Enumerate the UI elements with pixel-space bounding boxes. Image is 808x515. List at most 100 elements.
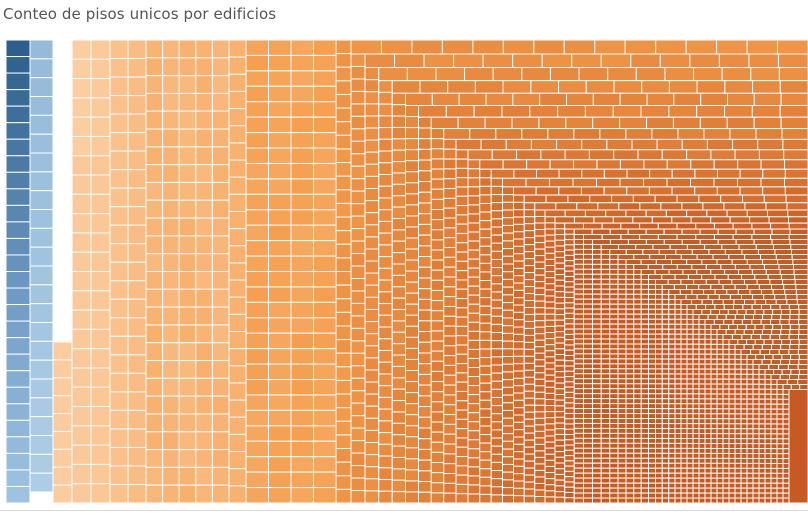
treemap-cell[interactable] [405,259,419,272]
treemap-cell[interactable] [752,378,760,385]
treemap-cell[interactable] [431,92,460,107]
treemap-cell[interactable] [544,283,556,291]
treemap-cell[interactable] [789,339,800,345]
treemap-cell[interactable] [655,413,663,420]
treemap-cell[interactable] [661,284,675,290]
treemap-cell[interactable] [109,132,129,152]
treemap-cell[interactable] [782,482,790,489]
treemap-cell[interactable] [696,105,726,118]
treemap-cell[interactable] [335,475,352,490]
treemap-cell[interactable] [455,363,469,374]
treemap-cell[interactable] [640,477,649,484]
treemap-cell[interactable] [583,268,593,275]
treemap-cell[interactable] [692,378,700,385]
treemap-cell[interactable] [592,413,602,419]
treemap-cell[interactable] [668,423,676,430]
treemap-cell[interactable] [534,385,546,393]
treemap-cell[interactable] [490,218,503,228]
treemap-cell[interactable] [752,433,760,440]
treemap-cell[interactable] [794,274,808,280]
treemap-cell[interactable] [523,411,536,420]
treemap-cell[interactable] [145,146,164,166]
treemap-cell[interactable] [781,324,791,330]
treemap-cell[interactable] [617,303,627,310]
treemap-cell[interactable] [680,457,688,464]
treemap-cell[interactable] [661,398,670,405]
treemap-cell[interactable] [617,308,627,315]
treemap-cell[interactable] [728,438,736,445]
treemap-cell[interactable] [776,472,784,479]
treemap-cell[interactable] [544,350,556,358]
treemap-cell[interactable] [418,170,432,183]
treemap-cell[interactable] [758,472,766,479]
treemap-cell[interactable] [751,304,762,310]
treemap-cell[interactable] [582,222,603,230]
treemap-cell[interactable] [753,239,773,245]
treemap-cell[interactable] [668,457,676,464]
treemap-cell[interactable] [716,413,724,420]
treemap-cell[interactable] [268,101,292,118]
treemap-cell[interactable] [600,249,611,255]
treemap-cell[interactable] [752,368,760,375]
treemap-cell[interactable] [547,128,575,140]
treemap-cell[interactable] [502,371,514,381]
treemap-cell[interactable] [564,333,575,341]
treemap-cell[interactable] [313,39,337,56]
treemap-cell[interactable] [592,492,602,499]
treemap-cell[interactable] [405,358,419,371]
treemap-cell[interactable] [513,421,525,431]
treemap-cell[interactable] [609,298,619,305]
treemap-cell[interactable] [640,328,649,335]
treemap-cell[interactable] [378,138,393,152]
treemap-cell[interactable] [534,437,546,445]
treemap-cell[interactable] [793,269,808,275]
treemap-cell[interactable] [619,116,648,130]
treemap-cell[interactable] [127,58,147,78]
treemap-cell[interactable] [716,353,724,360]
treemap-cell[interactable] [423,53,455,69]
treemap-cell[interactable] [554,388,566,395]
treemap-cell[interactable] [564,381,575,388]
treemap-cell[interactable] [479,245,492,256]
treemap-cell[interactable] [625,293,635,300]
treemap-cell[interactable] [544,435,556,443]
treemap-cell[interactable] [710,418,718,425]
treemap-cell[interactable] [162,110,180,130]
treemap-cell[interactable] [776,384,784,390]
treemap-cell[interactable] [29,340,54,361]
treemap-cell[interactable] [620,234,641,240]
treemap-cell[interactable] [491,149,518,161]
treemap-cell[interactable] [686,318,694,325]
treemap-cell[interactable] [364,236,380,250]
treemap-cell[interactable] [680,388,688,395]
treemap-cell[interactable] [633,298,642,305]
treemap-cell[interactable] [710,492,718,499]
treemap-cell[interactable] [513,363,525,372]
treemap-cell[interactable] [668,492,676,499]
treemap-cell[interactable] [394,53,425,69]
treemap-cell[interactable] [228,382,247,401]
treemap-cell[interactable] [704,244,723,250]
treemap-cell[interactable] [573,363,584,370]
treemap-cell[interactable] [564,365,575,372]
treemap-cell[interactable] [783,149,808,161]
treemap-cell[interactable] [716,329,727,335]
treemap-cell[interactable] [607,67,637,82]
treemap-cell[interactable] [290,178,314,195]
treemap-cell[interactable] [490,202,503,212]
treemap-cell[interactable] [573,388,584,395]
treemap-cell[interactable] [698,328,706,335]
treemap-cell[interactable] [455,344,469,355]
treemap-cell[interactable] [741,249,759,255]
treemap-cell[interactable] [479,399,492,410]
treemap-cell[interactable] [668,368,676,375]
treemap-cell[interactable] [648,274,663,280]
treemap-cell[interactable] [674,274,689,280]
treemap-cell[interactable] [740,497,748,504]
treemap-cell[interactable] [534,222,546,231]
treemap-cell[interactable] [335,298,352,313]
treemap-cell[interactable] [746,428,754,435]
treemap-cell[interactable] [640,333,649,340]
treemap-cell[interactable] [162,413,180,433]
treemap-cell[interactable] [391,217,406,231]
